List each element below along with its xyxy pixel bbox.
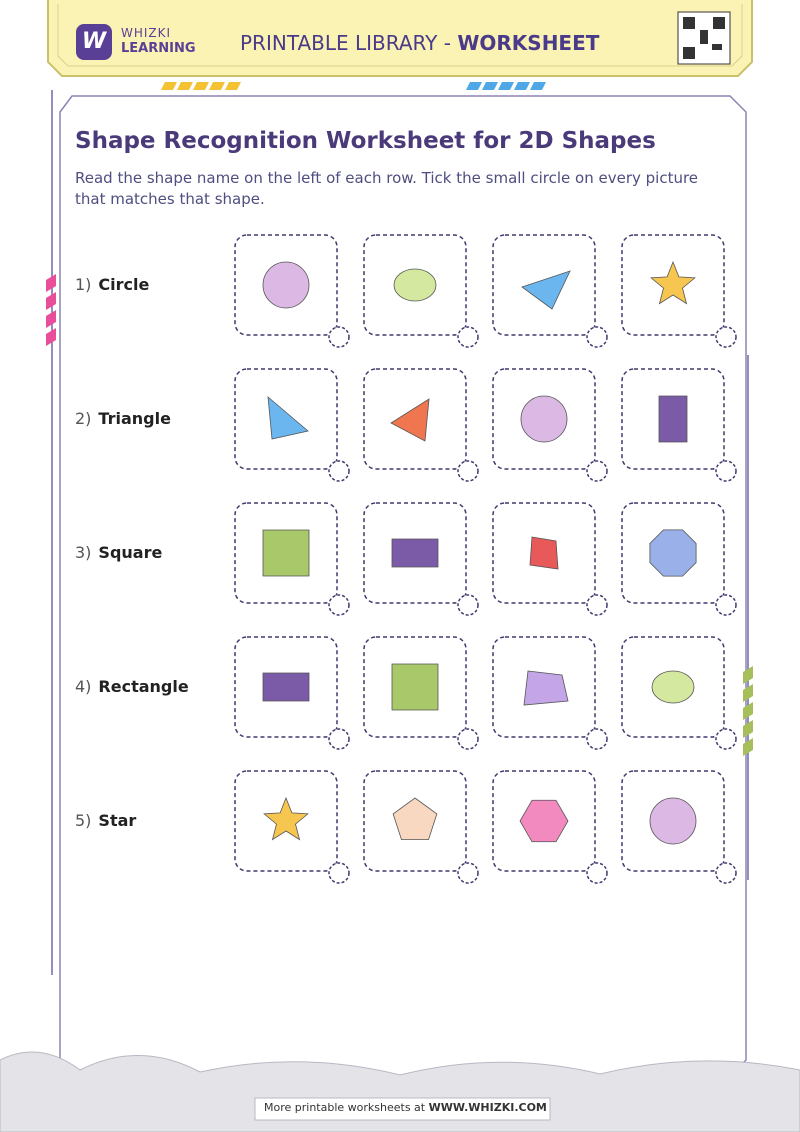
tick-circle[interactable] <box>715 326 737 348</box>
row-label: 4) Rectangle <box>75 677 189 696</box>
row-number: 5) <box>75 811 92 830</box>
tick-circle[interactable] <box>328 862 350 884</box>
row-number: 3) <box>75 543 92 562</box>
row-name: Rectangle <box>98 677 189 696</box>
row-name: Star <box>98 811 137 830</box>
shape <box>649 797 697 845</box>
tick-circle[interactable] <box>457 594 479 616</box>
brand-bottom: LEARNING <box>121 41 196 56</box>
shape <box>262 261 310 309</box>
logo-letter: W <box>81 29 107 54</box>
tick-circle[interactable] <box>457 862 479 884</box>
header-title-plain: PRINTABLE LIBRARY - <box>240 31 458 55</box>
row-label: 1) Circle <box>75 275 149 294</box>
tick-circle[interactable] <box>457 728 479 750</box>
shape <box>520 395 568 443</box>
tick-circle[interactable] <box>715 594 737 616</box>
shape <box>650 260 696 305</box>
tick-circle[interactable] <box>328 728 350 750</box>
tick-circle[interactable] <box>715 862 737 884</box>
shape <box>391 663 439 711</box>
row-name: Triangle <box>98 409 171 428</box>
shape <box>262 672 310 702</box>
row-label: 2) Triangle <box>75 409 171 428</box>
footer-text: More printable worksheets at <box>264 1101 429 1114</box>
row-name: Square <box>98 543 163 562</box>
row-label: 5) Star <box>75 811 136 830</box>
tick-circle[interactable] <box>328 460 350 482</box>
tick-circle[interactable] <box>457 460 479 482</box>
tick-circle[interactable] <box>586 594 608 616</box>
shape <box>521 270 571 310</box>
shape <box>262 529 310 577</box>
shape <box>392 797 438 841</box>
shape <box>267 396 309 440</box>
shape <box>651 670 695 704</box>
shape <box>390 398 430 442</box>
shape <box>263 796 309 841</box>
row-number: 4) <box>75 677 92 696</box>
tick-circle[interactable] <box>586 728 608 750</box>
tick-circle[interactable] <box>457 326 479 348</box>
header-title: PRINTABLE LIBRARY - WORKSHEET <box>240 31 599 55</box>
footer: More printable worksheets at WWW.WHIZKI.… <box>264 1101 547 1114</box>
brand-top: WHIZKI <box>121 26 172 40</box>
shape <box>529 536 559 570</box>
shape <box>391 538 439 568</box>
shape <box>649 529 697 577</box>
instructions: Read the shape name on the left of each … <box>75 169 699 208</box>
tick-circle[interactable] <box>715 728 737 750</box>
footer-link[interactable]: WWW.WHIZKI.COM <box>428 1101 547 1114</box>
shape <box>519 799 569 843</box>
worksheet-title: Shape Recognition Worksheet for 2D Shape… <box>75 128 656 154</box>
row-label: 3) Square <box>75 543 162 562</box>
row-name: Circle <box>98 275 150 294</box>
tick-circle[interactable] <box>715 460 737 482</box>
tick-circle[interactable] <box>328 594 350 616</box>
tick-circle[interactable] <box>328 326 350 348</box>
tick-circle[interactable] <box>586 326 608 348</box>
tick-circle[interactable] <box>586 460 608 482</box>
shape <box>393 268 437 302</box>
row-number: 2) <box>75 409 92 428</box>
header-title-bold: WORKSHEET <box>457 31 600 55</box>
shape <box>658 395 688 443</box>
shape <box>523 670 569 706</box>
row-number: 1) <box>75 275 92 294</box>
tick-circle[interactable] <box>586 862 608 884</box>
